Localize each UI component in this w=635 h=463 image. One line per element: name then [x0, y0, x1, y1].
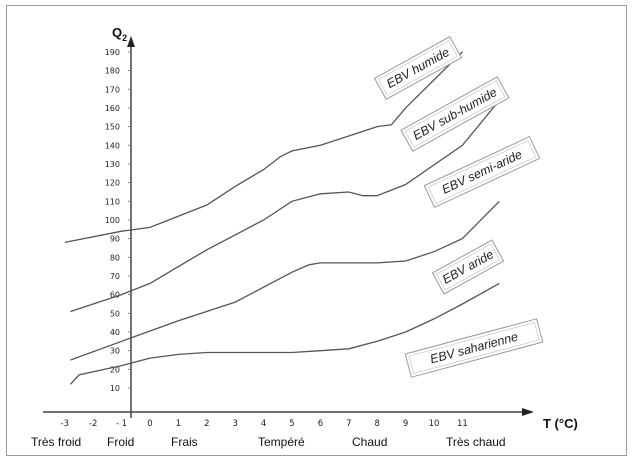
svg-text:EBV semi-aride: EBV semi-aride — [440, 147, 525, 196]
zone-label-chaud: Chaud — [352, 435, 387, 449]
y-tick-label: 90 — [110, 235, 120, 244]
x-tick-label: -3 — [61, 419, 69, 429]
x-tick-label: 5 — [289, 419, 294, 429]
band-label-saharienne: EBV saharienne — [404, 318, 544, 378]
zone-label-tres-froid: Très froid — [31, 435, 81, 449]
x-tick-label: 4 — [261, 419, 266, 429]
x-tick-label: 9 — [403, 419, 408, 429]
y-tick-label: 50 — [110, 309, 120, 318]
y-axis-arrow — [127, 36, 135, 47]
series-line-3 — [70, 200, 500, 361]
x-tick-label: 1 — [176, 419, 181, 429]
y-tick-label: 160 — [105, 104, 120, 113]
y-tick-label: 110 — [105, 197, 120, 206]
y-tick-label: 40 — [110, 328, 120, 337]
y-tick-label: 140 — [105, 141, 120, 150]
y-tick-label: 180 — [105, 67, 120, 76]
series-line-4 — [70, 282, 500, 385]
zone-label-froid: Froid — [107, 435, 134, 449]
x-tick-label: 8 — [374, 419, 379, 429]
y-tick-label: 100 — [105, 216, 120, 225]
y-tick-label: 80 — [110, 253, 120, 262]
x-tick-label: 7 — [346, 419, 351, 429]
x-tick-label: 2 — [204, 419, 209, 429]
band-label-humide: EBV humide — [373, 35, 463, 101]
y-tick-label: 130 — [105, 160, 120, 169]
zone-label-tempere: Tempéré — [258, 435, 305, 449]
y-tick-label: 170 — [105, 85, 120, 94]
y-tick-label: 70 — [110, 272, 120, 281]
x-tick-label: -2 — [89, 419, 97, 429]
band-label-semi-aride: EBV semi-aride — [423, 135, 541, 209]
series-line-2 — [70, 100, 500, 313]
y-tick-label: 190 — [105, 48, 120, 57]
y-tick-label: 60 — [110, 291, 120, 300]
x-tick-label: 3 — [232, 419, 237, 429]
chart-frame — [6, 5, 627, 456]
zone-label-frais: Frais — [171, 435, 198, 449]
y-tick-label: 20 — [110, 365, 120, 374]
band-label-sub-humide: EBV sub-humide — [400, 76, 510, 152]
zone-label-tres-chaud: Très chaud — [446, 435, 506, 449]
y-tick-label: 30 — [110, 347, 120, 356]
x-axis-label: T (°C) — [543, 416, 578, 431]
y-tick-label: 150 — [105, 123, 120, 132]
x-tick-label: 10 — [429, 419, 440, 429]
y-tick-label: 120 — [105, 179, 120, 188]
x-tick-label: 11 — [457, 419, 468, 429]
x-tick-label: 6 — [318, 419, 323, 429]
x-tick-label: - 1 — [116, 419, 127, 429]
y-axis-label: Q2 — [112, 25, 127, 43]
series-line-1 — [64, 51, 463, 244]
y-tick-label: 10 — [110, 384, 120, 393]
x-axis-arrow — [522, 408, 534, 416]
svg-text:EBV sub-humide: EBV sub-humide — [411, 85, 500, 143]
x-tick-label: 0 — [147, 419, 152, 429]
